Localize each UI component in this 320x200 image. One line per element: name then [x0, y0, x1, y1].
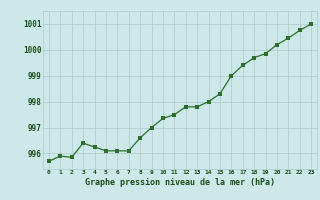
X-axis label: Graphe pression niveau de la mer (hPa): Graphe pression niveau de la mer (hPa) [85, 178, 275, 187]
